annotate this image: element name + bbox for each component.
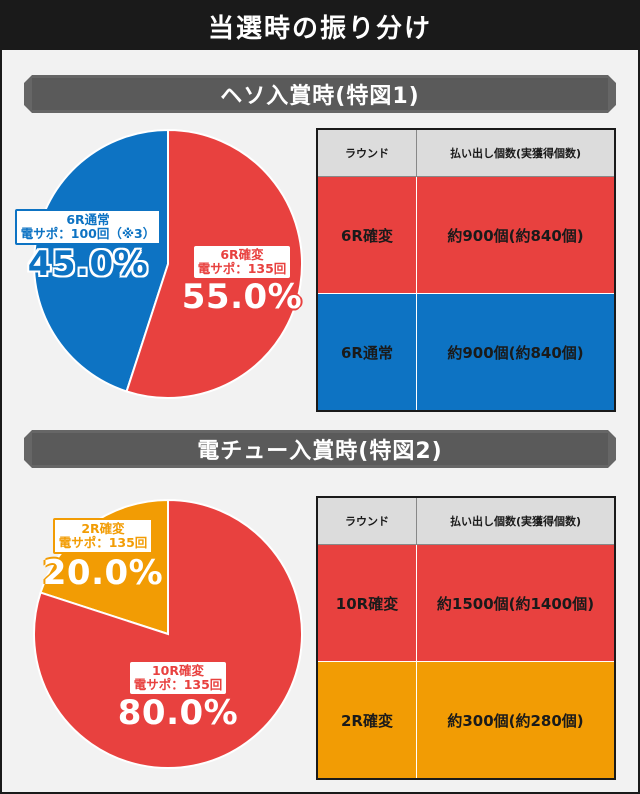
section-title-2: 電チュー入賞時(特図2) [197, 439, 443, 464]
table1-header-round: ラウンド [316, 128, 417, 177]
table-row: 2R確変 約300個(約280個) [316, 661, 616, 780]
section-banner-1: ヘソ入賞時(特図1) [24, 75, 616, 113]
table1-row1-payout: 約900個(約840個) [416, 176, 616, 294]
banner-shape-1 [24, 75, 616, 113]
table-row: 10R確変 約1500個(約1400個) [316, 544, 616, 662]
pie-chart-1 [33, 128, 303, 399]
table2-header-round: ラウンド [316, 496, 417, 545]
payout-table-1: ラウンド 払い出し個数(実獲得個数) 6R確変 約900個(約840個) 6R通… [316, 128, 616, 412]
page-title: 当選時の振り分け [2, 2, 638, 50]
table1-header-payout: 払い出し個数(実獲得個数) [416, 128, 616, 177]
table1-row2-payout: 約900個(約840個) [416, 293, 616, 412]
pie2-tag-orange-line2: 電サポ：135回 [58, 535, 148, 550]
pie2-pct-kakuhen: 80.0% [117, 693, 239, 733]
table1-row1-round: 6R確変 [316, 176, 417, 294]
pie2-label-orange: 2R確変 電サポ：135回 20.0% [38, 518, 168, 592]
pie2-slice-1 [33, 498, 303, 769]
pie1-tag-kakuhen-line2: 電サポ：135回 [197, 261, 287, 276]
pie2-tag-orange-line1: 2R確変 [81, 521, 125, 536]
banner-shape-2 [24, 430, 616, 468]
section-banner-2: 電チュー入賞時(特図2) [24, 430, 616, 468]
pie1-tag-tsujo: 6R通常 電サポ：100回（※3） [14, 209, 162, 245]
table1-header-row: ラウンド 払い出し個数(実獲得個数) [316, 128, 616, 177]
pie1-tag-tsujo-line1: 6R通常 [66, 212, 110, 227]
pie1-tag-kakuhen-line1: 6R確変 [220, 247, 264, 262]
table2-row2-round: 2R確変 [316, 661, 417, 780]
table2-row2-payout: 約300個(約280個) [416, 661, 616, 780]
table1-row2-round: 6R通常 [316, 293, 417, 412]
pie2-pct-orange: 20.0% [42, 553, 164, 593]
pie1-label-kakuhen: 6R確変 電サポ：135回 55.0% [172, 246, 312, 316]
pie2-tag-kakuhen-line1: 10R確変 [151, 663, 205, 678]
pie2-tag-kakuhen-line2: 電サポ：135回 [133, 677, 223, 692]
section-title-1: ヘソ入賞時(特図1) [220, 84, 420, 109]
table2-header-row: ラウンド 払い出し個数(実獲得個数) [316, 496, 616, 545]
pie2-tag-orange: 2R確変 電サポ：135回 [52, 518, 154, 554]
pie2-label-kakuhen: 10R確変 電サポ：135回 80.0% [108, 662, 248, 732]
payout-table-2: ラウンド 払い出し個数(実獲得個数) 10R確変 約1500個(約1400個) … [316, 496, 616, 780]
pie1-label-tsujo: 6R通常 電サポ：100回（※3） 45.0% [14, 209, 162, 283]
pie1-pct-kakuhen: 55.0% [181, 277, 303, 317]
table2-row1-round: 10R確変 [316, 544, 417, 662]
table-row: 6R通常 約900個(約840個) [316, 293, 616, 412]
table-row: 6R確変 約900個(約840個) [316, 176, 616, 294]
pie1-pct-tsujo: 45.0% [27, 244, 149, 284]
table2-header-payout: 払い出し個数(実獲得個数) [416, 496, 616, 545]
table2-row1-payout: 約1500個(約1400個) [416, 544, 616, 662]
pie2-tag-kakuhen: 10R確変 電サポ：135回 [129, 662, 227, 694]
pie1-tag-tsujo-line2: 電サポ：100回（※3） [20, 226, 156, 241]
pie1-tag-kakuhen: 6R確変 電サポ：135回 [193, 246, 291, 278]
